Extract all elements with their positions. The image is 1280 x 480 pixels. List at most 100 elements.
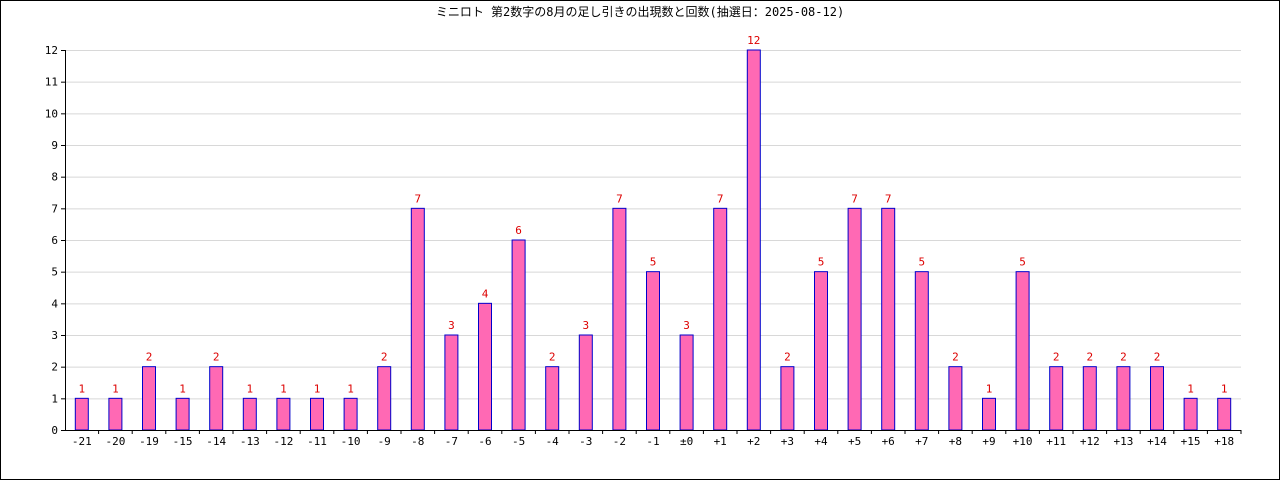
bar — [1217, 397, 1232, 431]
x-tick-label: +8 — [949, 435, 962, 448]
bar — [612, 207, 627, 431]
x-tick-label: -9 — [378, 435, 391, 448]
x-tick-label: +10 — [1013, 435, 1033, 448]
x-tick-label: +6 — [882, 435, 895, 448]
bar — [847, 207, 862, 431]
bar — [814, 271, 828, 431]
x-tick-label: +12 — [1080, 435, 1100, 448]
bar — [343, 397, 358, 431]
x-tick-label: +3 — [781, 435, 794, 448]
x-tick-label: -1 — [646, 435, 659, 448]
x-tick-label: -15 — [173, 435, 193, 448]
x-tick-label: +11 — [1046, 435, 1066, 448]
x-tick-label: -13 — [240, 435, 260, 448]
x-tick-label: +14 — [1147, 435, 1167, 448]
bar-value-label: 4 — [482, 287, 489, 300]
bar — [780, 366, 795, 431]
y-tick-label: 4 — [51, 297, 58, 310]
x-axis-ticks: -21 -20 -19 -15 -14 -13 -12 -11 -10 -9 -8 -7 -6 -5 -4 -… — [72, 430, 1242, 448]
bar-value-label: 2 — [549, 351, 556, 364]
bar — [511, 239, 526, 431]
y-tick-label: 5 — [51, 266, 58, 279]
bar-value-label: 7 — [717, 192, 724, 205]
bar-value-label: 5 — [918, 256, 925, 269]
bar-value-label: 1 — [280, 382, 287, 395]
bar-value-label: 1 — [314, 382, 321, 395]
bar-value-label: 2 — [1086, 351, 1093, 364]
bar — [1082, 366, 1097, 431]
bar — [310, 397, 324, 431]
y-tick-label: 12 — [45, 44, 58, 57]
bar — [1015, 271, 1030, 431]
bar-value-label: 1 — [1221, 382, 1228, 395]
bar — [410, 207, 425, 431]
bar-value-label: 5 — [1019, 256, 1026, 269]
x-tick-label: -4 — [546, 435, 560, 448]
bar-value-label: 2 — [1053, 351, 1060, 364]
bar — [242, 397, 257, 431]
bar-value-label: 3 — [683, 319, 690, 332]
bar-value-label: 1 — [246, 382, 253, 395]
x-tick-label: -5 — [512, 435, 525, 448]
x-tick-label: +4 — [814, 435, 828, 448]
y-tick-label: 0 — [51, 424, 58, 437]
y-tick-label: 11 — [45, 76, 58, 89]
bar-value-label: 3 — [582, 319, 589, 332]
bar-value-label: 1 — [1187, 382, 1194, 395]
bar-value-label: 7 — [885, 192, 892, 205]
x-tick-label: -12 — [273, 435, 293, 448]
x-tick-label: ±0 — [680, 435, 693, 448]
x-tick-label: +5 — [848, 435, 861, 448]
y-tick-label: 3 — [51, 329, 58, 342]
bar — [679, 334, 694, 431]
bar-value-label: 2 — [784, 351, 791, 364]
x-tick-label: -10 — [341, 435, 361, 448]
bars — [74, 49, 1232, 431]
bar-value-label: 1 — [179, 382, 186, 395]
chart-title: ミニロト 第2数字の8月の足し引きの出現数と回数(抽選日：2025-08-12) — [436, 4, 844, 19]
bar — [209, 366, 224, 431]
x-tick-label: -8 — [411, 435, 424, 448]
y-tick-label: 8 — [51, 171, 58, 184]
bar — [982, 397, 996, 431]
bar — [1183, 397, 1198, 431]
x-tick-label: +18 — [1214, 435, 1234, 448]
y-tick-label: 9 — [51, 139, 58, 152]
bar-value-label: 2 — [1154, 351, 1161, 364]
bar-value-label: 3 — [448, 319, 455, 332]
bar-value-label: 5 — [650, 256, 657, 269]
bar — [948, 366, 963, 431]
bar-value-label: 2 — [1120, 351, 1127, 364]
bar-value-label: 2 — [952, 351, 959, 364]
bar — [175, 397, 190, 431]
y-tick-label: 1 — [51, 392, 58, 405]
bar — [914, 271, 929, 431]
bar — [746, 49, 761, 431]
bar — [881, 207, 896, 431]
x-tick-label: -21 — [72, 435, 92, 448]
bar — [1049, 366, 1064, 431]
bar-value-label: 7 — [851, 192, 858, 205]
bar — [276, 397, 291, 431]
bar-value-label: 12 — [747, 34, 760, 47]
bar — [444, 334, 459, 431]
x-tick-label: +2 — [747, 435, 760, 448]
bar — [578, 334, 593, 431]
bar-value-label: 6 — [515, 224, 522, 237]
axes — [65, 50, 1241, 431]
bar — [108, 397, 123, 431]
x-tick-label: -19 — [139, 435, 159, 448]
bar-value-label: 7 — [616, 192, 623, 205]
bar-value-label: 2 — [146, 351, 153, 364]
bar — [545, 366, 560, 431]
bar-value-label: 7 — [414, 192, 421, 205]
x-tick-label: -20 — [105, 435, 125, 448]
bar-value-label: 5 — [818, 256, 825, 269]
x-tick-label: -11 — [307, 435, 327, 448]
x-tick-label: +13 — [1113, 435, 1133, 448]
y-tick-label: 2 — [51, 361, 58, 374]
grid-lines — [65, 50, 1241, 400]
y-tick-label: 10 — [45, 107, 58, 120]
x-tick-label: -3 — [579, 435, 592, 448]
